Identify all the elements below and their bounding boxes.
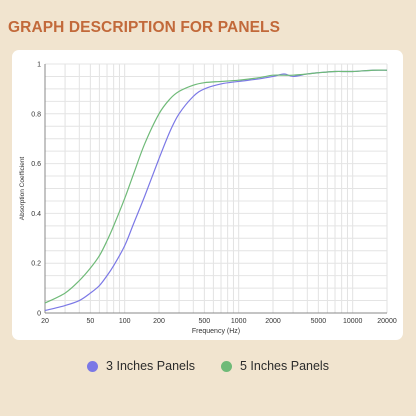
page-title: GRAPH DESCRIPTION FOR PANELS	[8, 19, 281, 36]
x-tick-label: 10000	[343, 318, 363, 325]
legend-label: 5 Inches Panels	[240, 359, 329, 373]
series-line-5-inches-panels	[44, 69, 388, 304]
y-tick-label: 0.8	[31, 111, 41, 118]
legend-swatch	[87, 360, 99, 372]
x-tick-label: 1000	[231, 318, 247, 325]
y-tick-label: 0.4	[31, 211, 41, 218]
y-tick-label: 0.2	[31, 261, 41, 268]
series-line-3-inches-panels	[44, 69, 388, 312]
y-tick-label: 0	[37, 311, 41, 318]
legend-label: 3 Inches Panels	[106, 359, 195, 373]
y-tick-label: 0.6	[31, 161, 41, 168]
chart-legend: 3 Inches Panels 5 Inches Panels	[0, 359, 416, 373]
chart-card: 0 0.2 0.4 0.6 0.8 1 20 50 100 200 500 1000 2000 5000 1…	[12, 50, 403, 340]
x-tick-label: 5000	[311, 318, 327, 325]
x-tick-label: 200	[153, 318, 165, 325]
x-tick-label: 20	[41, 318, 49, 325]
y-tick-label: 1	[37, 62, 41, 69]
legend-swatch	[221, 360, 232, 372]
legend-item-3-inches-panels: 3 Inches Panels	[87, 359, 195, 373]
x-tick-label: 500	[199, 318, 211, 325]
y-axis-title: Absorption Coefficient	[19, 157, 26, 221]
legend-item-5-inches-panels: 5 Inches Panels	[221, 359, 329, 373]
x-axis-title: Frequency (Hz)	[192, 328, 240, 335]
x-tick-label: 20000	[377, 318, 397, 325]
absorption-chart: 0 0.2 0.4 0.6 0.8 1 20 50 100 200 500 1000 2000 5000 1…	[19, 62, 397, 336]
x-tick-label: 2000	[265, 318, 281, 325]
x-tick-label: 100	[119, 318, 131, 325]
x-tick-label: 50	[86, 318, 94, 325]
